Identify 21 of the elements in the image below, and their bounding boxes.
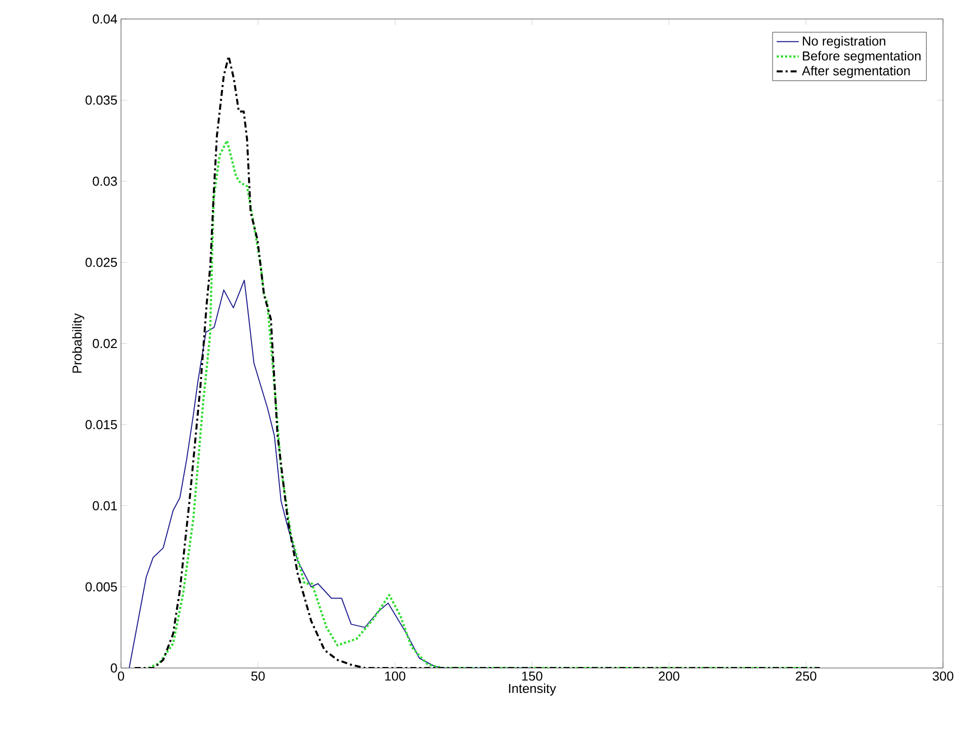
legend-label: No registration <box>802 36 886 48</box>
x-tick-label: 50 <box>251 672 265 681</box>
y-tick-label: 0.035 <box>86 96 117 105</box>
y-tick-label: 0.005 <box>86 582 117 592</box>
x-tick-label: 0 <box>118 672 124 681</box>
y-tick-label: 0.01 <box>92 501 117 510</box>
y-axis-title: Probability <box>72 313 84 373</box>
y-tick-label: 0.03 <box>92 176 117 186</box>
y-tick-label: 0.025 <box>86 258 117 267</box>
x-tick-label: 150 <box>522 672 542 681</box>
x-tick-label: 250 <box>796 672 816 681</box>
legend-label: Before segmentation <box>802 51 921 64</box>
y-tick-label: 0.015 <box>86 420 117 430</box>
x-tick-label: 200 <box>658 672 680 681</box>
y-tick-label: 0.04 <box>92 14 118 24</box>
y-tick-label: 0 <box>110 663 117 673</box>
x-axis-title: Intensity <box>509 684 556 696</box>
y-tick-label: 0.02 <box>92 338 117 348</box>
x-tick-label: 100 <box>385 672 406 681</box>
legend-label: After segmentation <box>802 66 910 78</box>
x-tick-label: 300 <box>932 672 954 681</box>
